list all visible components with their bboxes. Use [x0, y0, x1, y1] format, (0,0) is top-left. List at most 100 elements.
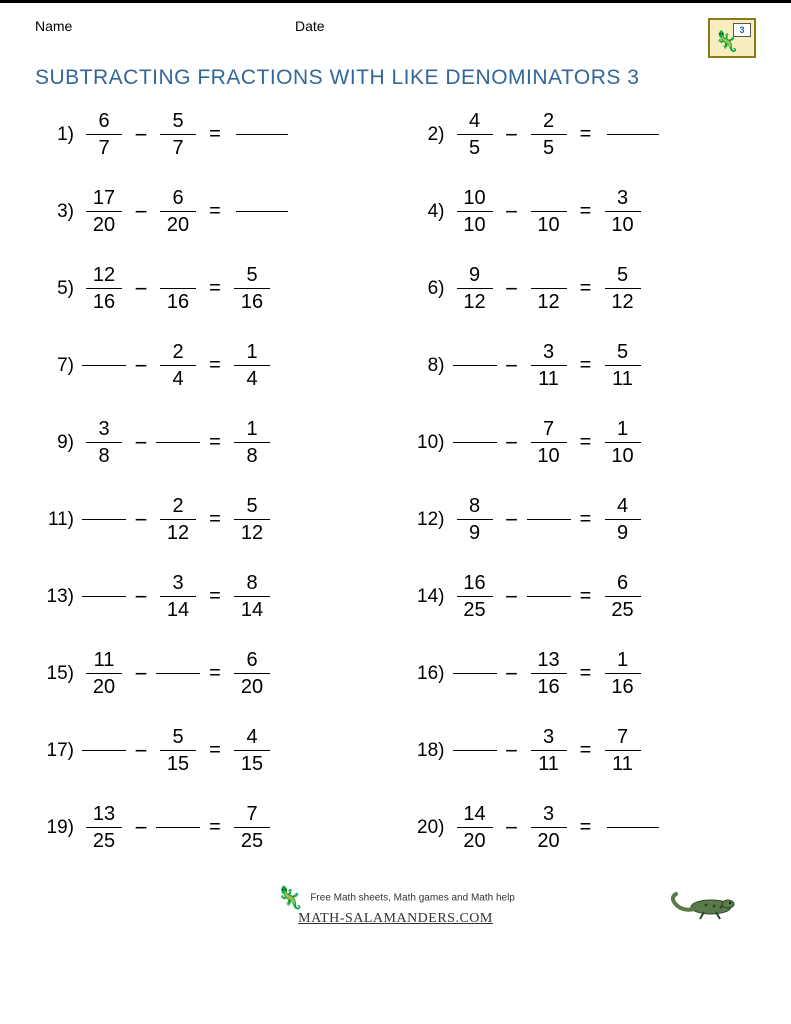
equals-sign: = [200, 354, 230, 377]
fraction-result: 110 [601, 418, 645, 467]
grade-badge: 🦎 3 [708, 18, 756, 58]
fraction-result: 814 [230, 572, 274, 621]
problem-19: 19) 1325 − = 725 [40, 803, 381, 852]
fraction-b: 12 [527, 264, 571, 313]
fraction-a: 89 [453, 495, 497, 544]
fraction-a-blank [453, 750, 497, 751]
problem-14: 14) 1625 − = 625 [411, 572, 752, 621]
fraction-b-numerator: 13 [531, 649, 567, 674]
fraction-a-denominator: 5 [457, 135, 493, 159]
fraction-result-denominator: 12 [234, 520, 270, 544]
problems-grid: 1) 67 − 57 = 2) 45 − 25 = 3) 1720 − 620 … [35, 110, 756, 852]
fraction-a-numerator: 14 [457, 803, 493, 828]
fraction-a-denominator: 7 [86, 135, 122, 159]
result-blank [607, 827, 659, 828]
fraction-result-denominator: 16 [234, 289, 270, 313]
fraction-result: 620 [230, 649, 274, 698]
fraction-a-numerator: 13 [86, 803, 122, 828]
fraction-b-numerator: 5 [160, 726, 196, 751]
fraction-a-numerator: 3 [86, 418, 122, 443]
problem-number: 15) [40, 663, 82, 685]
fraction-result-numerator: 5 [234, 495, 270, 520]
fraction-a-numerator: 8 [457, 495, 493, 520]
fraction-a-numerator: 9 [457, 264, 493, 289]
fraction-b-denominator: 16 [531, 674, 567, 698]
problem-number: 1) [40, 124, 82, 146]
fraction-a: 45 [453, 110, 497, 159]
fraction-result-numerator: 5 [605, 264, 641, 289]
footer-lizard-icon [656, 882, 746, 927]
minus-sign: − [126, 507, 156, 533]
equals-sign: = [200, 508, 230, 531]
fraction-b: 25 [527, 110, 571, 159]
minus-sign: − [497, 584, 527, 610]
fraction-b: 710 [527, 418, 571, 467]
fraction-result: 310 [601, 187, 645, 236]
minus-sign: − [497, 507, 527, 533]
grade-number: 3 [733, 23, 751, 37]
fraction-a-numerator: 11 [86, 649, 122, 674]
problem-number: 6) [411, 278, 453, 300]
equals-sign: = [200, 585, 230, 608]
fraction-a-denominator: 10 [457, 212, 493, 236]
footer-center: 🦎 Free Math sheets, Math games and Math … [135, 885, 656, 927]
result-blank [607, 134, 659, 135]
equals-sign: = [200, 816, 230, 839]
fraction-b-denominator: 16 [160, 289, 196, 313]
fraction-a-blank [453, 673, 497, 674]
fraction-a: 38 [82, 418, 126, 467]
fraction-b: 311 [527, 341, 571, 390]
fraction-a-numerator: 17 [86, 187, 122, 212]
equals-sign: = [200, 123, 230, 146]
problem-number: 12) [411, 509, 453, 531]
fraction-b-blank [527, 519, 571, 520]
fraction-a-numerator: 10 [457, 187, 493, 212]
fraction-a: 1010 [453, 187, 497, 236]
fraction-b-numerator: 3 [160, 572, 196, 597]
fraction-b-numerator: 5 [160, 110, 196, 135]
fraction-b-numerator-blank [160, 264, 196, 289]
fraction-b-denominator: 20 [531, 828, 567, 852]
fraction-b-denominator: 20 [160, 212, 196, 236]
problem-2: 2) 45 − 25 = [411, 110, 752, 159]
fraction-a: 1325 [82, 803, 126, 852]
fraction-b-denominator: 12 [160, 520, 196, 544]
problem-13: 13) − 314 = 814 [40, 572, 381, 621]
fraction-a: 1420 [453, 803, 497, 852]
fraction-b-numerator: 7 [531, 418, 567, 443]
minus-sign: − [126, 430, 156, 456]
problem-number: 5) [40, 278, 82, 300]
fraction-result-denominator: 25 [234, 828, 270, 852]
fraction-result-denominator: 4 [234, 366, 270, 390]
fraction-b-numerator-blank [531, 187, 567, 212]
header-row: Name Date 🦎 3 [35, 18, 756, 58]
fraction-b-blank [156, 442, 200, 443]
fraction-b-numerator: 2 [531, 110, 567, 135]
fraction-b-denominator: 14 [160, 597, 196, 621]
problem-11: 11) − 212 = 512 [40, 495, 381, 544]
fraction-a: 1120 [82, 649, 126, 698]
fraction-b-denominator: 10 [531, 212, 567, 236]
footer-url: MATH-SALAMANDERS.COM [298, 911, 493, 926]
fraction-b: 620 [156, 187, 200, 236]
minus-sign: − [126, 276, 156, 302]
fraction-b-denominator: 15 [160, 751, 196, 775]
fraction-result-numerator: 8 [234, 572, 270, 597]
equals-sign: = [571, 816, 601, 839]
equals-sign: = [571, 739, 601, 762]
fraction-result-numerator: 1 [234, 341, 270, 366]
result-blank [236, 211, 288, 212]
fraction-a-denominator: 20 [86, 212, 122, 236]
worksheet-title: SUBTRACTING FRACTIONS WITH LIKE DENOMINA… [35, 66, 756, 90]
fraction-result: 18 [230, 418, 274, 467]
minus-sign: − [497, 353, 527, 379]
equals-sign: = [200, 200, 230, 223]
fraction-result: 49 [601, 495, 645, 544]
problem-9: 9) 38 − = 18 [40, 418, 381, 467]
problem-number: 2) [411, 124, 453, 146]
fraction-result-numerator: 7 [234, 803, 270, 828]
fraction-b: 1316 [527, 649, 571, 698]
fraction-a: 67 [82, 110, 126, 159]
equals-sign: = [571, 431, 601, 454]
fraction-a-blank [82, 596, 126, 597]
